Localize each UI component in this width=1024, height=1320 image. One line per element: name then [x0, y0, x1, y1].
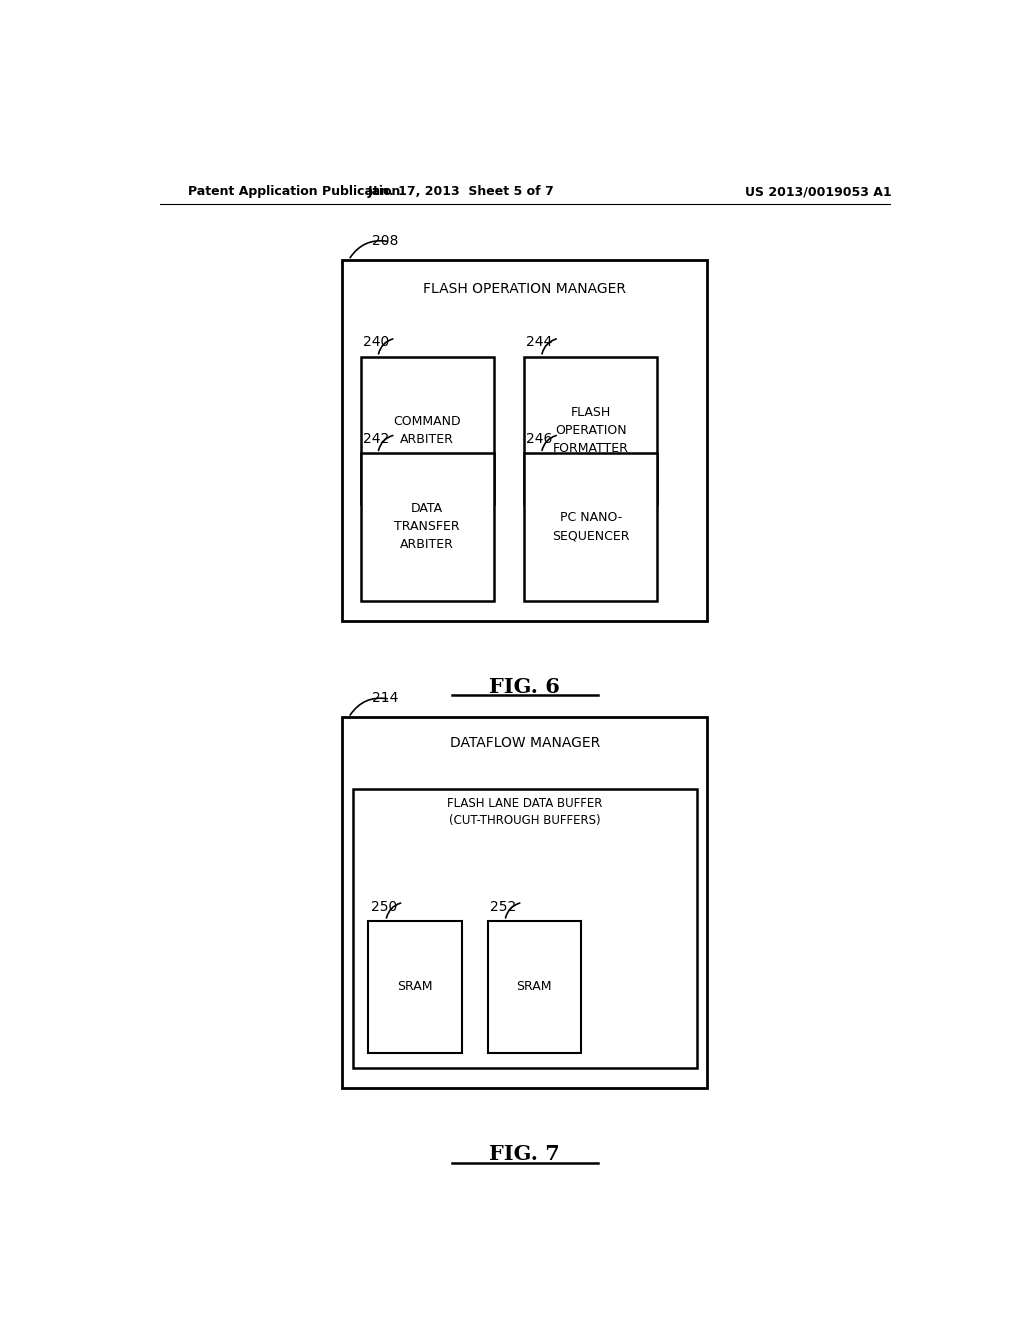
- Text: 250: 250: [371, 900, 397, 913]
- Bar: [524, 453, 657, 601]
- Text: 214: 214: [373, 692, 398, 705]
- Text: FLASH OPERATION MANAGER: FLASH OPERATION MANAGER: [423, 282, 627, 297]
- Bar: [360, 453, 494, 601]
- Bar: [360, 356, 494, 504]
- Text: SRAM: SRAM: [397, 981, 433, 993]
- Text: Jan. 17, 2013  Sheet 5 of 7: Jan. 17, 2013 Sheet 5 of 7: [368, 185, 555, 198]
- Bar: [342, 260, 708, 620]
- Text: PC NANO-
SEQUENCER: PC NANO- SEQUENCER: [552, 511, 630, 543]
- Bar: [352, 788, 697, 1068]
- Text: Patent Application Publication: Patent Application Publication: [187, 185, 400, 198]
- Bar: [342, 718, 708, 1089]
- Text: FLASH LANE DATA BUFFER
(CUT-THROUGH BUFFERS): FLASH LANE DATA BUFFER (CUT-THROUGH BUFF…: [447, 797, 602, 826]
- Text: 252: 252: [489, 900, 516, 913]
- Text: SRAM: SRAM: [516, 981, 552, 993]
- Text: FIG. 7: FIG. 7: [489, 1144, 560, 1164]
- Text: US 2013/0019053 A1: US 2013/0019053 A1: [745, 185, 892, 198]
- Text: FLASH
OPERATION
FORMATTER: FLASH OPERATION FORMATTER: [553, 405, 629, 455]
- Text: 246: 246: [526, 432, 553, 446]
- Bar: [369, 921, 462, 1053]
- Text: COMMAND
ARBITER: COMMAND ARBITER: [393, 414, 461, 446]
- Text: 242: 242: [362, 432, 389, 446]
- Text: DATAFLOW MANAGER: DATAFLOW MANAGER: [450, 735, 600, 750]
- Text: DATA
TRANSFER
ARBITER: DATA TRANSFER ARBITER: [394, 503, 460, 552]
- Bar: [487, 921, 582, 1053]
- Text: FIG. 6: FIG. 6: [489, 677, 560, 697]
- Text: 240: 240: [362, 335, 389, 350]
- Text: 208: 208: [373, 234, 398, 248]
- Text: 244: 244: [526, 335, 553, 350]
- Bar: [524, 356, 657, 504]
